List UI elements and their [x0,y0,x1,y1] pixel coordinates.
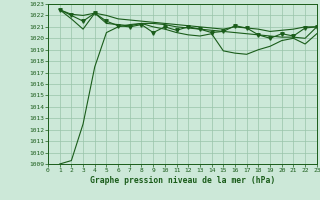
X-axis label: Graphe pression niveau de la mer (hPa): Graphe pression niveau de la mer (hPa) [90,176,275,185]
